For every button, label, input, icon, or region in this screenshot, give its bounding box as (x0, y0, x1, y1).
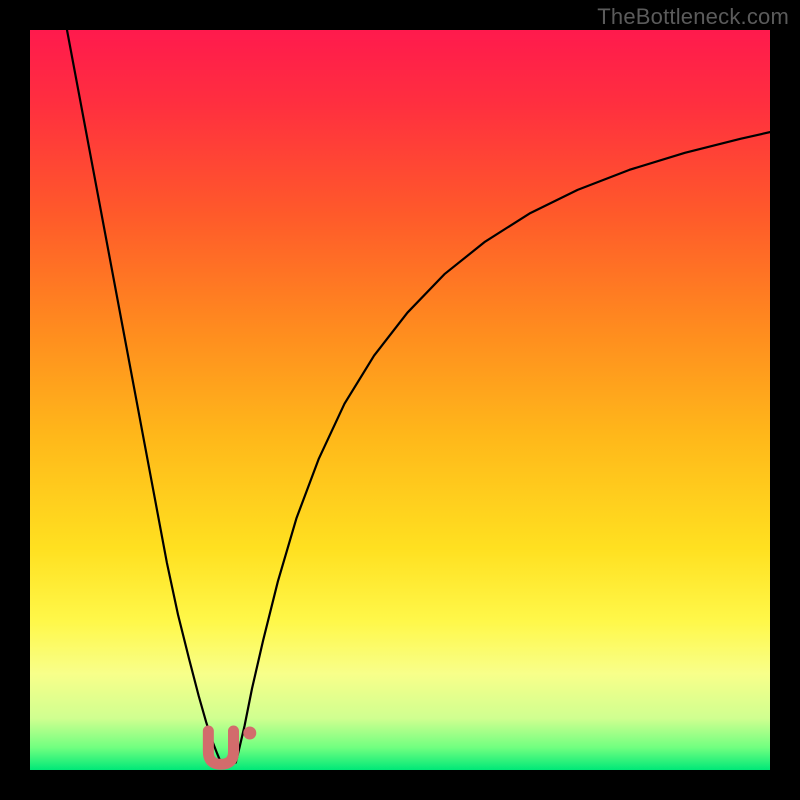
watermark-text: TheBottleneck.com (597, 4, 789, 30)
trough-u-marker (208, 731, 233, 764)
plot-area (30, 30, 770, 770)
curve-left (67, 30, 221, 763)
curve-right (236, 132, 770, 762)
chart-svg (30, 30, 770, 770)
marker-dot (243, 727, 256, 740)
